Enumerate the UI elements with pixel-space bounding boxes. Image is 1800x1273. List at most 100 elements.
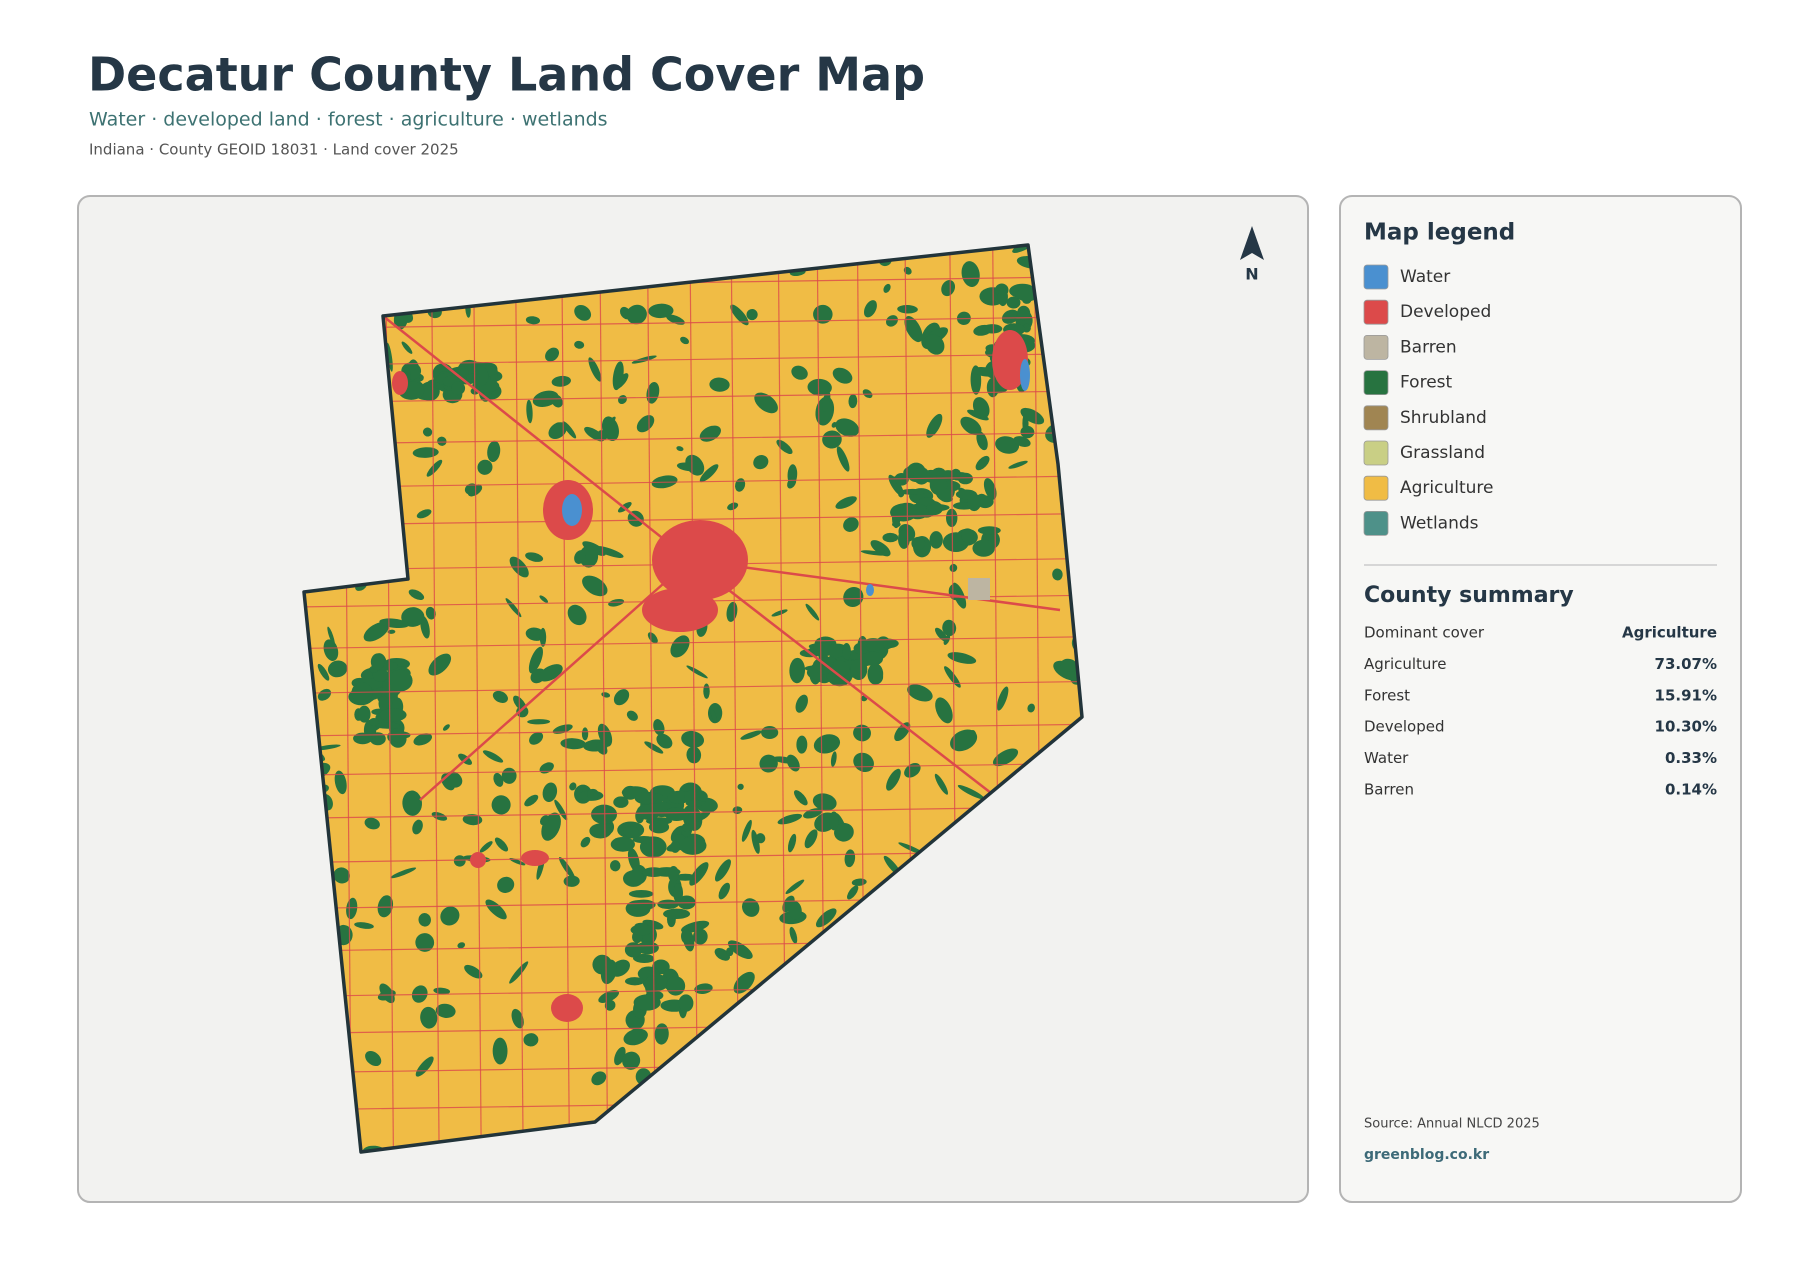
forest-patch [718,882,730,900]
forest-patch [584,426,605,442]
forest-patch [462,814,483,826]
forest-patch [812,793,837,811]
legend-swatch [1363,440,1389,466]
developed-area [392,371,408,395]
road [514,245,524,1152]
forest-patch [412,819,423,835]
forest-patch [581,727,589,741]
forest-patch [509,961,529,984]
summary-label: Barren [1364,781,1414,799]
legend-swatch [1363,370,1389,396]
forest-patch [740,730,763,740]
legend-swatch [1363,405,1389,431]
forest-patch [370,653,385,671]
forest-patch [574,340,585,349]
forest-patch [418,913,431,927]
forest-patch [477,459,493,475]
forest-patch [623,870,645,887]
forest-patch [487,440,501,462]
forest-patch [897,304,918,314]
forest-patch [694,983,713,995]
forest-patch [588,357,602,382]
forest-patch [589,823,612,839]
forest-patch [681,929,691,944]
forest-patch [539,627,547,647]
forest-patch [730,304,749,326]
forest-patch [494,837,509,852]
forest-patch [327,626,335,646]
forest-patch [390,728,406,743]
forest-patch [950,729,978,752]
forest-patch [906,503,929,520]
forest-patch [830,751,837,767]
forest-patch [631,899,656,910]
forest-patch [492,1037,508,1065]
summary-label: Agriculture [1364,655,1447,673]
forest-patch [904,316,923,343]
forest-patch [574,550,586,564]
forest-patch [539,815,550,826]
road [646,245,656,1152]
forest-patch [972,539,995,557]
road [689,245,699,1152]
forest-patch [821,391,831,412]
forest-patch [886,315,898,327]
developed-area [551,994,583,1022]
forest-patch [843,586,864,607]
forest-patch [1001,309,1019,324]
forest-patch [626,304,647,325]
forest-patch [996,686,1009,711]
forest-patch [666,314,685,325]
forest-patch [961,528,974,543]
forest-patch [413,733,433,746]
forest-patch [805,603,820,621]
forest-patch [505,598,522,618]
summary-value: 0.14% [1665,781,1717,799]
forest-patch [789,926,798,944]
forest-patch [511,1008,524,1029]
forest-patch [375,722,400,729]
forest-patch [1020,407,1045,425]
forest-patch [870,540,891,557]
forest-patch [967,493,982,512]
forest-patch [569,782,577,791]
forest-patch [334,770,347,795]
forest-patch [613,796,629,808]
road [304,762,1082,776]
forest-patch [491,795,511,815]
forest-patch [379,618,409,629]
forest-patch [972,397,990,419]
forest-patch [451,381,466,395]
forest-patch [1008,460,1028,469]
forest-patch [604,999,616,1011]
forest-patch [525,552,544,562]
forest-patch [684,789,708,804]
forest-patch [579,545,599,568]
forest-patch [904,763,921,778]
forest-patch [630,924,654,936]
forest-patch [808,645,829,657]
forest-patch [681,730,705,748]
forest-patch [815,908,837,928]
forest-patch [882,532,899,543]
forest-patch [1052,568,1063,581]
developed-area [992,330,1028,390]
forest-patch [551,375,571,387]
forest-patch [542,782,558,803]
forest-patch [415,1056,434,1077]
forest-patch [972,366,997,377]
forest-patch [1006,296,1021,309]
forest-patch [482,750,504,763]
forest-patch [862,651,884,666]
forest-patch [1013,436,1031,447]
forest-patch [567,604,587,626]
county-boundary [302,243,1084,1154]
forest-patch [835,496,857,509]
forest-patch [636,415,655,433]
summary-value: 73.07% [1655,655,1717,673]
forest-patch [369,717,379,727]
forest-patch [628,889,654,898]
forest-patch [676,462,700,472]
road [472,245,482,1152]
forest-patch [582,575,608,597]
